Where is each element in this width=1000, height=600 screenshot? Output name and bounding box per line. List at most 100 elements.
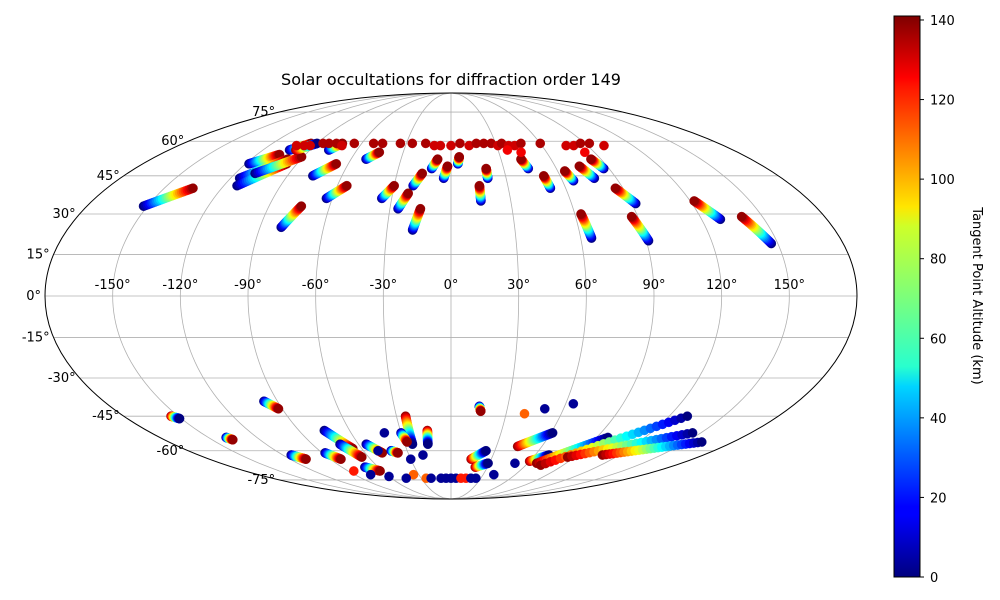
occultation-point xyxy=(417,168,428,179)
occultation-point xyxy=(580,147,590,158)
occultation-point xyxy=(365,469,376,480)
occultation-point xyxy=(379,428,390,438)
colorbar-gradient xyxy=(893,15,921,578)
occultation-point xyxy=(471,473,481,484)
occultation-point xyxy=(337,140,347,151)
lon-tick-label: 60° xyxy=(575,278,598,293)
colorbar-tick-label: 100 xyxy=(930,173,955,188)
lon-tick-label: -30° xyxy=(369,278,397,293)
occultation-point xyxy=(349,138,360,149)
colorbar-ticks: 0 20 40 60 80 100 120 140 xyxy=(920,14,955,586)
occultation-point xyxy=(610,183,621,194)
occultation-point xyxy=(342,180,352,191)
occultation-point xyxy=(389,180,399,191)
occultation-point xyxy=(489,469,499,480)
occultation-point xyxy=(393,448,403,458)
lon-tick-label: 30° xyxy=(507,278,530,293)
occultation-point xyxy=(626,211,637,222)
occultation-point xyxy=(446,140,456,151)
occultation-point xyxy=(687,428,698,438)
lat-tick-label: -45° xyxy=(92,409,120,424)
occultation-point xyxy=(331,159,342,169)
lon-gridline xyxy=(382,93,452,499)
occultation-point xyxy=(510,458,520,469)
occultation-point xyxy=(426,473,436,484)
occultation-point xyxy=(336,454,346,464)
lat-tick-label: 30° xyxy=(53,207,76,222)
occultation-point xyxy=(559,166,570,176)
occultation-point xyxy=(395,138,406,149)
occultation-point xyxy=(368,138,379,149)
occultation-point xyxy=(481,445,491,456)
occultation-point xyxy=(374,147,385,158)
chart-title: Solar occultations for diffraction order… xyxy=(281,70,621,89)
occultation-point xyxy=(454,152,465,162)
colorbar-tick-label: 140 xyxy=(930,14,955,29)
occultation-point xyxy=(375,466,385,476)
colorbar-label: Tangent Point Altitude (km) xyxy=(969,206,984,384)
occultation-point xyxy=(516,138,526,149)
lat-tick-label: 15° xyxy=(27,247,50,262)
occultation-point xyxy=(273,403,284,414)
lat-tick-label: 0° xyxy=(26,289,41,304)
colorbar-tick-label: 60 xyxy=(930,332,947,347)
lat-tick-label: 60° xyxy=(161,134,184,149)
lon-tick-label: -60° xyxy=(302,278,330,293)
occultation-point xyxy=(474,180,485,191)
colorbar-tick-label: 120 xyxy=(930,94,955,109)
colorbar-tick-label: 40 xyxy=(930,412,947,427)
lon-tick-label: -150° xyxy=(95,278,131,293)
lon-tick-label: 90° xyxy=(642,278,665,293)
occultation-point xyxy=(442,161,453,171)
occultation-point xyxy=(423,439,433,450)
occultation-point xyxy=(575,138,586,149)
occultation-point xyxy=(227,434,238,445)
occultation-point xyxy=(502,145,513,155)
occultation-point xyxy=(188,183,198,194)
occultation-point xyxy=(405,454,416,464)
lon-tick-label: -90° xyxy=(234,278,262,293)
occultation-point xyxy=(538,171,549,181)
colorbar-tick-label: 0 xyxy=(930,571,938,586)
lon-tick-label: 120° xyxy=(706,278,737,293)
occultation-point xyxy=(736,211,747,222)
occultation-point xyxy=(403,188,414,199)
lon-tick-label: 0° xyxy=(444,278,459,293)
occultation-point xyxy=(418,450,428,460)
graticule-grid xyxy=(45,93,857,499)
occultation-point xyxy=(584,138,595,149)
lon-gridline xyxy=(179,93,452,499)
occultation-point xyxy=(475,406,486,417)
occultation-point xyxy=(574,161,585,171)
occultation-point xyxy=(519,408,530,419)
lat-tick-label: -75° xyxy=(247,473,275,488)
occultation-point xyxy=(174,413,185,424)
colorbar-tick-label: 80 xyxy=(930,253,947,268)
occultation-point xyxy=(568,398,579,409)
occultation-point xyxy=(483,458,493,469)
lat-tick-label: -60° xyxy=(157,444,185,459)
lat-tick-label: -30° xyxy=(48,371,76,386)
occultation-point xyxy=(348,466,359,476)
occultation-point xyxy=(356,452,367,462)
occultation-point xyxy=(296,201,307,211)
occultation-point xyxy=(436,473,446,484)
occultation-point xyxy=(435,140,446,151)
occultation-point xyxy=(539,403,550,414)
occultation-point xyxy=(576,209,586,219)
occultation-markers xyxy=(138,138,777,484)
latitude-tick-labels: 75° 60° 45° 30° 15° 0° -15° -30° -45° -60° -75° xyxy=(22,105,275,488)
occultation-point xyxy=(407,138,418,149)
occultation-point xyxy=(373,445,383,456)
occultation-point xyxy=(377,138,388,149)
occultation-point xyxy=(420,138,431,149)
lat-tick-label: -15° xyxy=(22,331,50,346)
occultation-point xyxy=(689,196,699,206)
lon-tick-label: -120° xyxy=(162,278,198,293)
occultation-point xyxy=(682,411,693,421)
occultation-point xyxy=(401,473,412,484)
occultation-point xyxy=(516,147,526,158)
occultation-point xyxy=(481,163,491,174)
lon-tick-label: 150° xyxy=(774,278,805,293)
